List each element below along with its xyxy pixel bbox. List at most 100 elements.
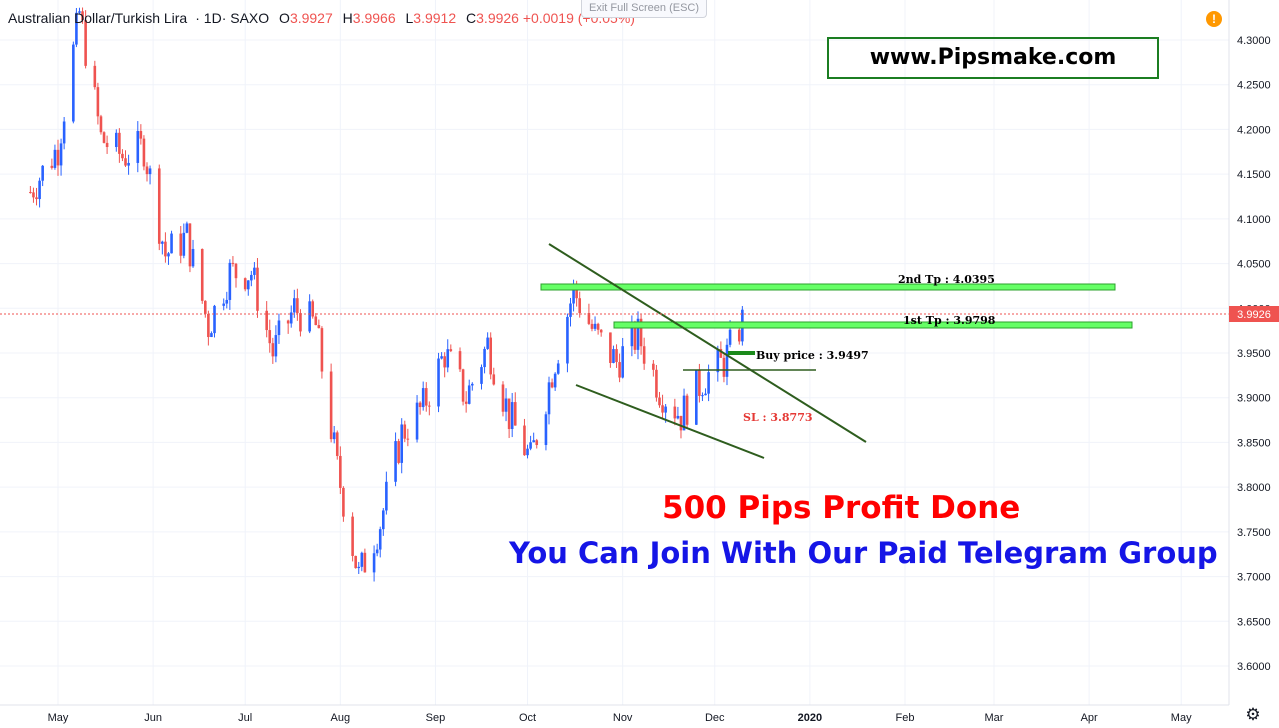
candle-body — [56, 149, 60, 166]
buy-price-label: Buy price : 3.9497 — [756, 349, 869, 362]
candle-body — [704, 393, 707, 396]
lower-trendline[interactable] — [575, 384, 765, 459]
candle-body — [167, 253, 170, 257]
y-tick-label: 3.6500 — [1237, 616, 1271, 628]
candle-body — [578, 298, 582, 314]
candle-body — [424, 388, 428, 406]
candle-body — [243, 278, 247, 290]
candle-body — [351, 516, 354, 556]
x-tick-label: Feb — [896, 712, 915, 724]
candle-body — [381, 510, 385, 530]
y-tick-label: 3.8000 — [1237, 482, 1271, 494]
candle-body — [357, 566, 361, 569]
symbol-name[interactable]: Australian Dollar/Turkish Lira — [8, 10, 188, 26]
candle-body — [335, 432, 339, 456]
candle-body — [329, 371, 333, 440]
candle-body — [532, 440, 535, 443]
candle-body — [118, 132, 121, 154]
candle-body — [225, 299, 229, 304]
candle-body — [661, 405, 664, 413]
tp1-box[interactable] — [613, 321, 1133, 329]
x-tick-label: May — [1171, 712, 1192, 724]
candle-body — [145, 166, 149, 175]
candle-body — [200, 248, 204, 301]
candle-body — [461, 369, 465, 402]
candle-body — [222, 303, 226, 306]
website-banner: www.Pipsmake.com — [827, 37, 1159, 79]
candle-body — [296, 298, 299, 314]
candle-body — [286, 320, 290, 324]
candle-body — [308, 301, 311, 332]
candle-body — [590, 323, 594, 329]
y-tick-label: 3.7000 — [1237, 572, 1271, 584]
candle-body — [415, 402, 419, 440]
sl-label: SL : 3.8773 — [743, 411, 813, 424]
candle-body — [676, 415, 680, 419]
candle-body — [523, 425, 526, 456]
candle-body — [544, 414, 548, 446]
candle-body — [41, 165, 44, 181]
upper-trendline[interactable] — [548, 243, 867, 443]
candle-body — [372, 553, 376, 573]
candle-body — [164, 241, 167, 257]
candle-body — [470, 383, 474, 386]
symbol-header: Australian Dollar/Turkish Lira · 1D· SAXO… — [8, 10, 635, 26]
candle-body — [501, 384, 505, 412]
candle-body — [62, 121, 66, 144]
warning-icon[interactable]: ! — [1206, 11, 1222, 27]
candle-body — [93, 65, 97, 88]
y-tick-label: 4.0500 — [1237, 259, 1271, 271]
candle-body — [642, 346, 646, 364]
candle-body — [210, 333, 213, 338]
candle-body — [354, 555, 357, 569]
tp2-box[interactable] — [540, 283, 1116, 291]
candle-body — [446, 349, 450, 368]
high-label: H — [342, 10, 353, 26]
candle-body — [182, 232, 186, 256]
interval[interactable]: 1D — [203, 10, 222, 26]
candle-body — [652, 363, 655, 370]
source: SAXO — [230, 10, 270, 26]
candle-body — [228, 262, 232, 300]
candle-body — [38, 180, 41, 200]
candle-body — [185, 223, 189, 233]
buy-marker[interactable] — [728, 351, 755, 355]
candle-body — [596, 323, 600, 330]
chart-overlays — [0, 243, 1229, 459]
y-tick-label: 4.2500 — [1237, 80, 1271, 92]
candle-body — [449, 349, 453, 352]
open-label: O — [279, 10, 290, 26]
price-tag: 3.9926 — [1229, 306, 1279, 322]
candle-body — [553, 373, 557, 388]
candle-body — [701, 395, 704, 397]
candle-body — [599, 329, 603, 333]
candle-body — [707, 372, 710, 394]
candle-body — [719, 348, 723, 358]
x-tick-label: May — [48, 712, 69, 724]
candle-body — [250, 274, 253, 281]
candle-body — [363, 552, 367, 573]
candle-body — [96, 87, 100, 117]
candle-body — [728, 329, 732, 345]
candle-body — [256, 267, 259, 311]
y-tick-label: 3.9000 — [1237, 393, 1271, 405]
telegram-callout: You Can Join With Our Paid Telegram Grou… — [509, 536, 1218, 570]
candle-body — [418, 402, 422, 408]
candle-body — [311, 301, 315, 317]
candle-body — [161, 241, 164, 244]
candle-body — [53, 149, 57, 168]
exit-fullscreen-button[interactable]: Exit Full Screen (ESC) — [581, 0, 707, 18]
candle-body — [246, 280, 250, 290]
candle-body — [504, 398, 508, 412]
candle-body — [526, 448, 529, 456]
close-value: 3.9926 — [476, 10, 519, 26]
candle-body — [437, 358, 440, 407]
candle-body — [75, 12, 78, 45]
candle-body — [157, 168, 161, 244]
gear-icon[interactable]: ⚙ — [1245, 705, 1261, 724]
candle-body — [593, 323, 597, 329]
candle-body — [612, 349, 615, 363]
x-tick-label: Jul — [238, 712, 252, 724]
x-tick-label: Apr — [1081, 712, 1098, 724]
